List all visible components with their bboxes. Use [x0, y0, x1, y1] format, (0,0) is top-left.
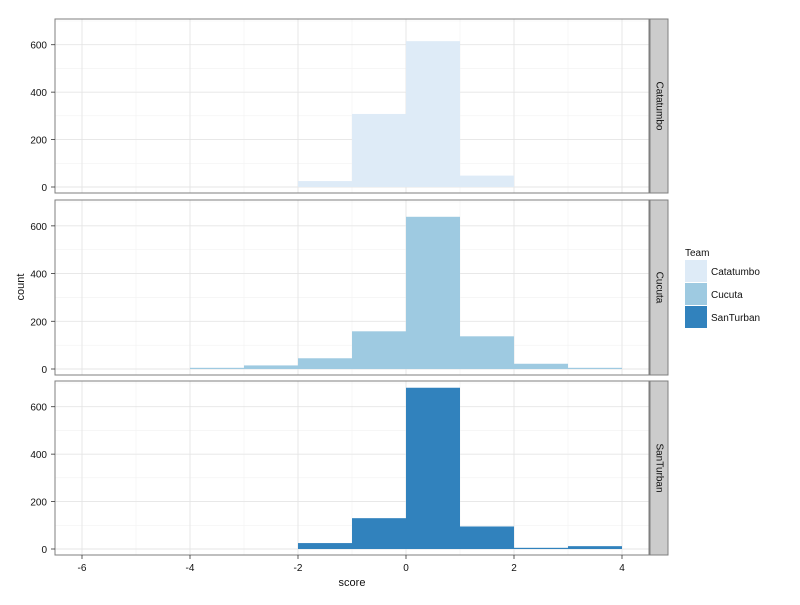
y-axis-title: count	[15, 274, 27, 301]
x-tick-label: -2	[294, 563, 303, 574]
y-tick-label: 400	[30, 88, 47, 99]
histogram-bar	[568, 546, 622, 549]
panel-border	[54, 18, 650, 194]
histogram-bar	[298, 358, 352, 369]
panel-border	[54, 199, 650, 376]
histogram-bar	[460, 336, 514, 369]
x-tick-label: 4	[619, 563, 625, 574]
y-tick-label: 400	[30, 270, 47, 281]
histogram-bar	[406, 41, 460, 188]
histogram-bar	[460, 175, 514, 187]
histogram-bar	[298, 181, 352, 187]
histogram-bar	[460, 526, 514, 549]
facet-strip-label: SanTurban	[654, 443, 665, 492]
legend-title: Team	[685, 248, 709, 259]
legend-label: SanTurban	[711, 313, 760, 324]
histogram-bar	[190, 367, 244, 369]
histogram-bar	[298, 543, 352, 549]
facet-strip	[649, 380, 669, 556]
y-tick-label: 600	[30, 41, 47, 52]
legend-key	[685, 260, 707, 282]
x-tick-label: -4	[186, 563, 195, 574]
facet-strip-label: Cucuta	[654, 272, 665, 304]
y-tick-label: 600	[30, 222, 47, 233]
legend-key	[685, 283, 707, 305]
histogram-bar	[244, 365, 298, 369]
x-tick-label: 2	[511, 563, 517, 574]
facet-strip	[649, 199, 669, 376]
y-tick-label: 600	[30, 403, 47, 414]
x-tick-label: -6	[78, 563, 87, 574]
y-tick-label: 0	[41, 545, 47, 556]
panel-border	[54, 380, 650, 556]
y-tick-label: 200	[30, 317, 47, 328]
y-tick-label: 0	[41, 183, 47, 194]
legend-label: Catatumbo	[711, 267, 760, 278]
facet-strip	[649, 18, 669, 194]
facet-strip-label: Catatumbo	[654, 82, 665, 131]
histogram-bar	[352, 331, 406, 369]
histogram-bar	[352, 518, 406, 549]
histogram-bar	[406, 387, 460, 549]
y-tick-label: 0	[41, 365, 47, 376]
y-tick-label: 200	[30, 136, 47, 147]
histogram-bar	[352, 113, 406, 187]
x-tick-label: 0	[403, 563, 409, 574]
legend-key	[685, 306, 707, 328]
y-tick-label: 400	[30, 450, 47, 461]
histogram-bar	[568, 367, 622, 369]
histogram-bar	[514, 547, 568, 549]
histogram-bar	[514, 363, 568, 369]
histogram-bar	[406, 216, 460, 369]
x-axis-title: score	[339, 577, 366, 589]
y-tick-label: 200	[30, 498, 47, 509]
legend-label: Cucuta	[711, 290, 743, 301]
